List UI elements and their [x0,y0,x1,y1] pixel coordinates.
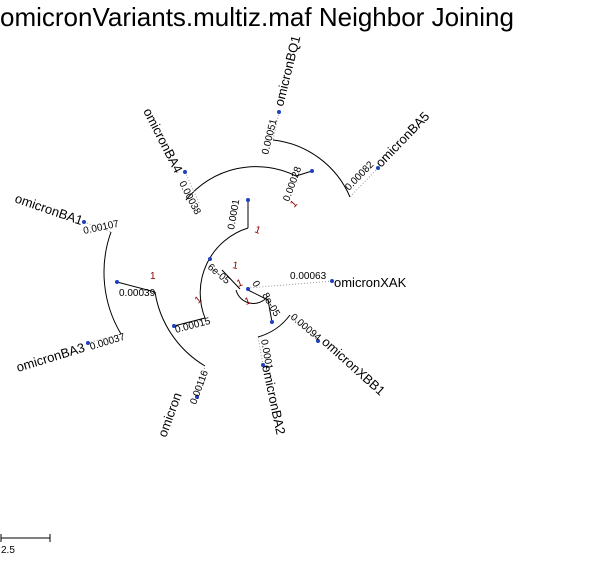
blen-ba1: 0.00107 [82,219,120,237]
tip-label-ba5: omicronBA5 [372,109,432,170]
tip-label-ba3: omicronBA3 [14,340,86,375]
node-xbb1 [316,339,320,343]
branch-leftgroup-stem [173,317,206,327]
blen-ba2xbb1: 8e-05 [259,291,282,319]
node-ba4group [246,198,250,202]
node-xak [330,279,334,283]
node-ba5 [376,166,380,170]
branch-ba4group-arc [185,166,297,201]
node-bq1ba5 [310,169,314,173]
tip-label-xak: omicronXAK [334,275,407,290]
tip-label-bq1: omicronBQ1 [271,34,303,108]
node-omicron [195,395,199,399]
blen-ba3: 0.00037 [89,332,127,353]
blen-ba2: 0.0001 [258,339,274,371]
blen-bq1: 0.00051 [260,118,280,156]
blen-ba1ba3: 0.00039 [119,288,156,299]
tip-label-xbb1: omicronXBB1 [319,334,388,398]
support-root: 1 [235,277,244,289]
tip-label-ba2: omicronBA2 [259,364,288,436]
page-title: omicronVariants.multiz.maf Neighbor Join… [0,2,514,32]
leader-ba5 [349,167,379,198]
tip-label-ba4: omicronBA4 [140,106,186,176]
node-bq1 [277,110,281,114]
blen-xbb1: 0.00094 [288,312,323,344]
node-ba4 [183,170,187,174]
blen-innerleft: 6e-05 [205,262,232,287]
blen-omicron: 0.00116 [188,369,211,406]
blen-xak: 0.00063 [290,271,327,282]
leader-ba4 [184,171,201,206]
blen-ba4group: 0.0001 [226,198,242,230]
blen-ba4: 0.00038 [176,179,202,217]
node-ba1 [82,220,86,224]
branch-ba2xbb1-stem [247,289,269,301]
node-ba3 [86,341,90,345]
support-ba1ba3: 1 [150,271,156,282]
branch-root-innerleft [221,269,241,290]
leader-xak [247,280,333,289]
scale-bar-label: 2.5 [1,545,15,556]
tip-label-omicron: omicron [155,390,185,439]
tip-label-ba1: omicronBA1 [13,191,85,228]
support-innerleft: 1 [231,260,239,272]
node-ba1ba3 [115,280,119,284]
scale-bar: 2.5 [0,534,51,556]
blen-root: 0 [249,279,262,290]
support-leftgroup: 1 [193,294,205,306]
branch-ba1ba3-arc [103,231,122,335]
node-markers [82,110,380,399]
branch-ba2xbb1-arc [257,314,291,338]
branch-ba1ba3-stem [116,281,156,293]
support-bq1ba5: 1 [288,198,300,210]
support-ba2xbb1: 1 [243,295,252,307]
blen-bq1ba5: 0.00028 [281,165,304,203]
leader-xbb1 [289,314,319,342]
support-ba4group: 1 [253,224,262,236]
branch-ba2xbb1-stem2 [267,299,273,323]
branch-bq1ba5-stem [295,170,313,177]
branch-root-arc [235,289,269,304]
blen-leftgroup: 0.00015 [174,316,212,336]
node-root [246,287,250,291]
branch-leftgroup-arc [154,291,206,367]
branch-bq1ba5-arc [272,139,351,198]
branch-innerleft-arc [199,227,249,319]
node-innerleft [208,257,212,261]
leader-omicron [196,365,206,396]
node-ba2 [261,363,265,367]
node-leftgroup [172,324,176,328]
blen-ba5: 0.00082 [343,159,376,193]
node-ba2xbb1 [270,320,274,324]
